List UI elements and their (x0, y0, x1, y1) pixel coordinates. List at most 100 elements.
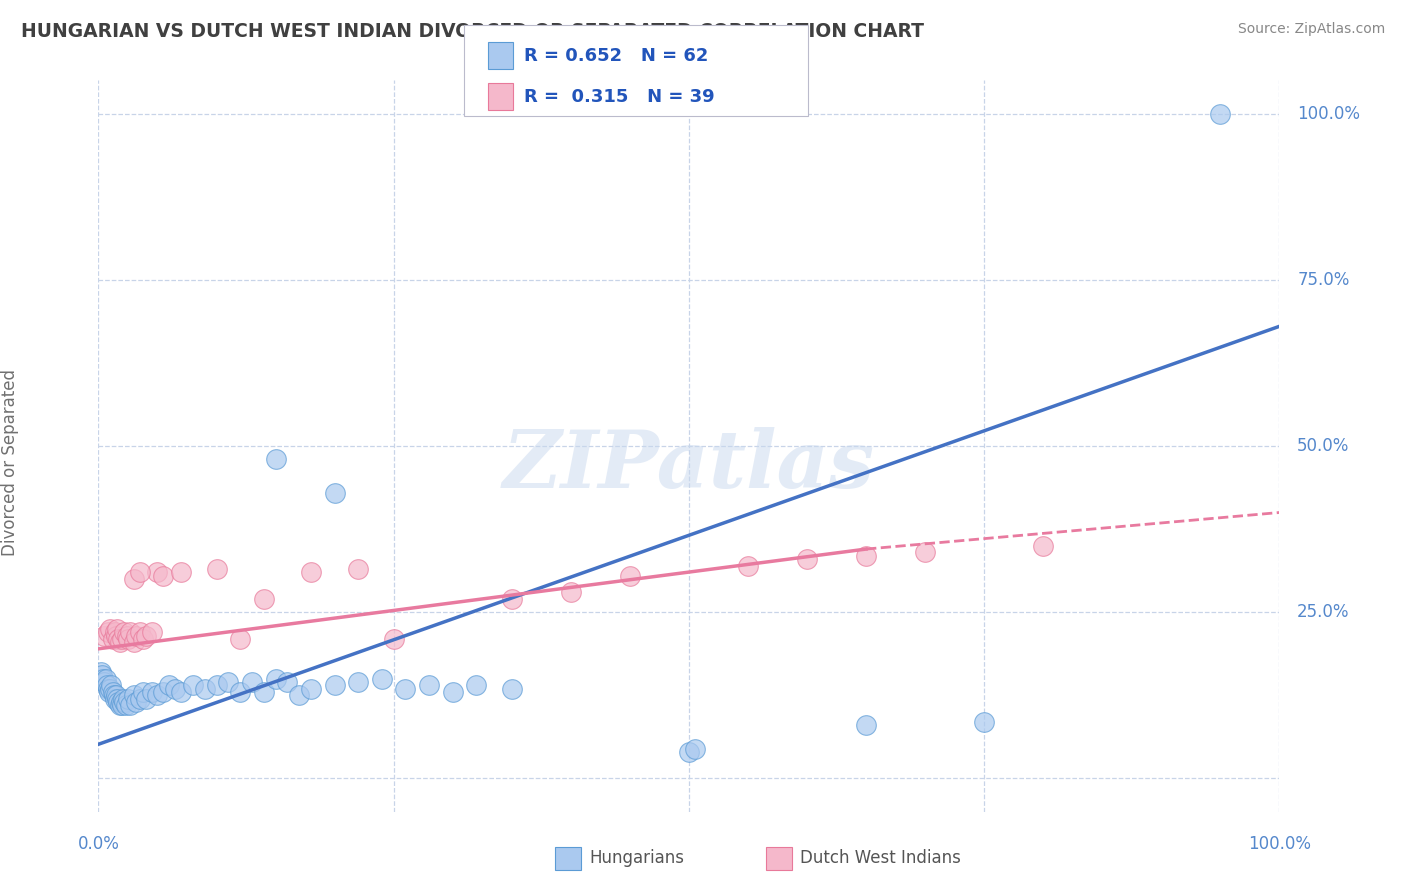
Point (104, 691, 127, 706)
Point (107, 632, 129, 646)
Text: 100.0%: 100.0% (1249, 835, 1310, 853)
Point (205, 678, 228, 692)
Point (418, 678, 440, 692)
Text: R =  0.315   N = 39: R = 0.315 N = 39 (524, 87, 716, 106)
Text: 0.0%: 0.0% (77, 835, 120, 853)
Point (141, 685, 163, 699)
Point (914, 545, 936, 559)
Point (110, 695, 132, 709)
Point (97, 625, 120, 640)
Point (194, 681, 217, 696)
Point (152, 685, 174, 699)
Point (103, 689, 125, 703)
Point (501, 681, 523, 696)
Point (105, 622, 128, 636)
Point (93, 628, 115, 642)
Point (104, 625, 127, 640)
Point (170, 685, 193, 699)
Point (371, 672, 394, 686)
Point (128, 625, 150, 640)
Point (98, 622, 121, 636)
Point (111, 698, 134, 713)
Point (105, 691, 128, 706)
Point (105, 628, 128, 642)
Point (382, 632, 405, 646)
Text: Divorced or Separated: Divorced or Separated (1, 369, 18, 556)
Point (94, 672, 117, 686)
Point (125, 695, 148, 709)
Point (737, 558, 759, 573)
Point (299, 681, 322, 696)
Point (170, 566, 193, 580)
Point (146, 689, 169, 703)
Point (93, 675, 115, 690)
Point (98, 685, 121, 699)
Point (111, 632, 134, 646)
Point (205, 562, 228, 576)
Point (347, 562, 370, 576)
Point (108, 635, 131, 649)
Point (229, 632, 252, 646)
Point (91, 672, 114, 686)
Point (141, 625, 163, 640)
Point (90, 665, 112, 679)
Point (264, 672, 287, 686)
Point (114, 698, 136, 713)
Point (288, 689, 311, 703)
Point (323, 485, 346, 500)
Point (855, 718, 877, 732)
Point (97, 681, 120, 696)
Text: HUNGARIAN VS DUTCH WEST INDIAN DIVORCED OR SEPARATED CORRELATION CHART: HUNGARIAN VS DUTCH WEST INDIAN DIVORCED … (21, 22, 924, 41)
Point (229, 685, 252, 699)
Text: 100.0%: 100.0% (1298, 104, 1360, 122)
Point (117, 632, 139, 646)
Point (299, 566, 322, 580)
Point (501, 591, 523, 606)
Point (100, 678, 122, 692)
Point (101, 632, 124, 646)
Point (264, 452, 287, 467)
Text: Hungarians: Hungarians (589, 849, 685, 867)
Point (973, 714, 995, 729)
Point (152, 568, 174, 582)
Point (120, 625, 142, 640)
Text: R = 0.652   N = 62: R = 0.652 N = 62 (524, 46, 709, 65)
Point (253, 685, 276, 699)
Point (128, 691, 150, 706)
Point (276, 675, 298, 690)
Point (157, 678, 180, 692)
Point (347, 675, 370, 690)
Point (796, 552, 818, 566)
Point (678, 745, 700, 759)
Point (107, 695, 129, 709)
Point (115, 628, 138, 642)
Point (240, 675, 263, 690)
Point (117, 691, 139, 706)
Point (125, 628, 148, 642)
Point (108, 698, 131, 713)
Point (135, 691, 157, 706)
Point (112, 695, 135, 709)
Point (253, 591, 276, 606)
Point (91, 668, 114, 682)
Point (112, 625, 135, 640)
Point (146, 566, 169, 580)
Point (217, 675, 239, 690)
Point (120, 698, 142, 713)
Point (122, 635, 145, 649)
Point (560, 585, 582, 599)
Point (132, 632, 155, 646)
Point (855, 549, 877, 563)
Point (122, 572, 145, 586)
Point (1032, 539, 1054, 553)
Point (683, 741, 706, 756)
Point (135, 628, 157, 642)
Point (323, 678, 346, 692)
Text: Dutch West Indians: Dutch West Indians (800, 849, 960, 867)
Point (105, 689, 128, 703)
Point (112, 691, 135, 706)
Point (132, 685, 155, 699)
Text: 50.0%: 50.0% (1298, 437, 1350, 455)
Point (101, 685, 124, 699)
Point (394, 681, 416, 696)
